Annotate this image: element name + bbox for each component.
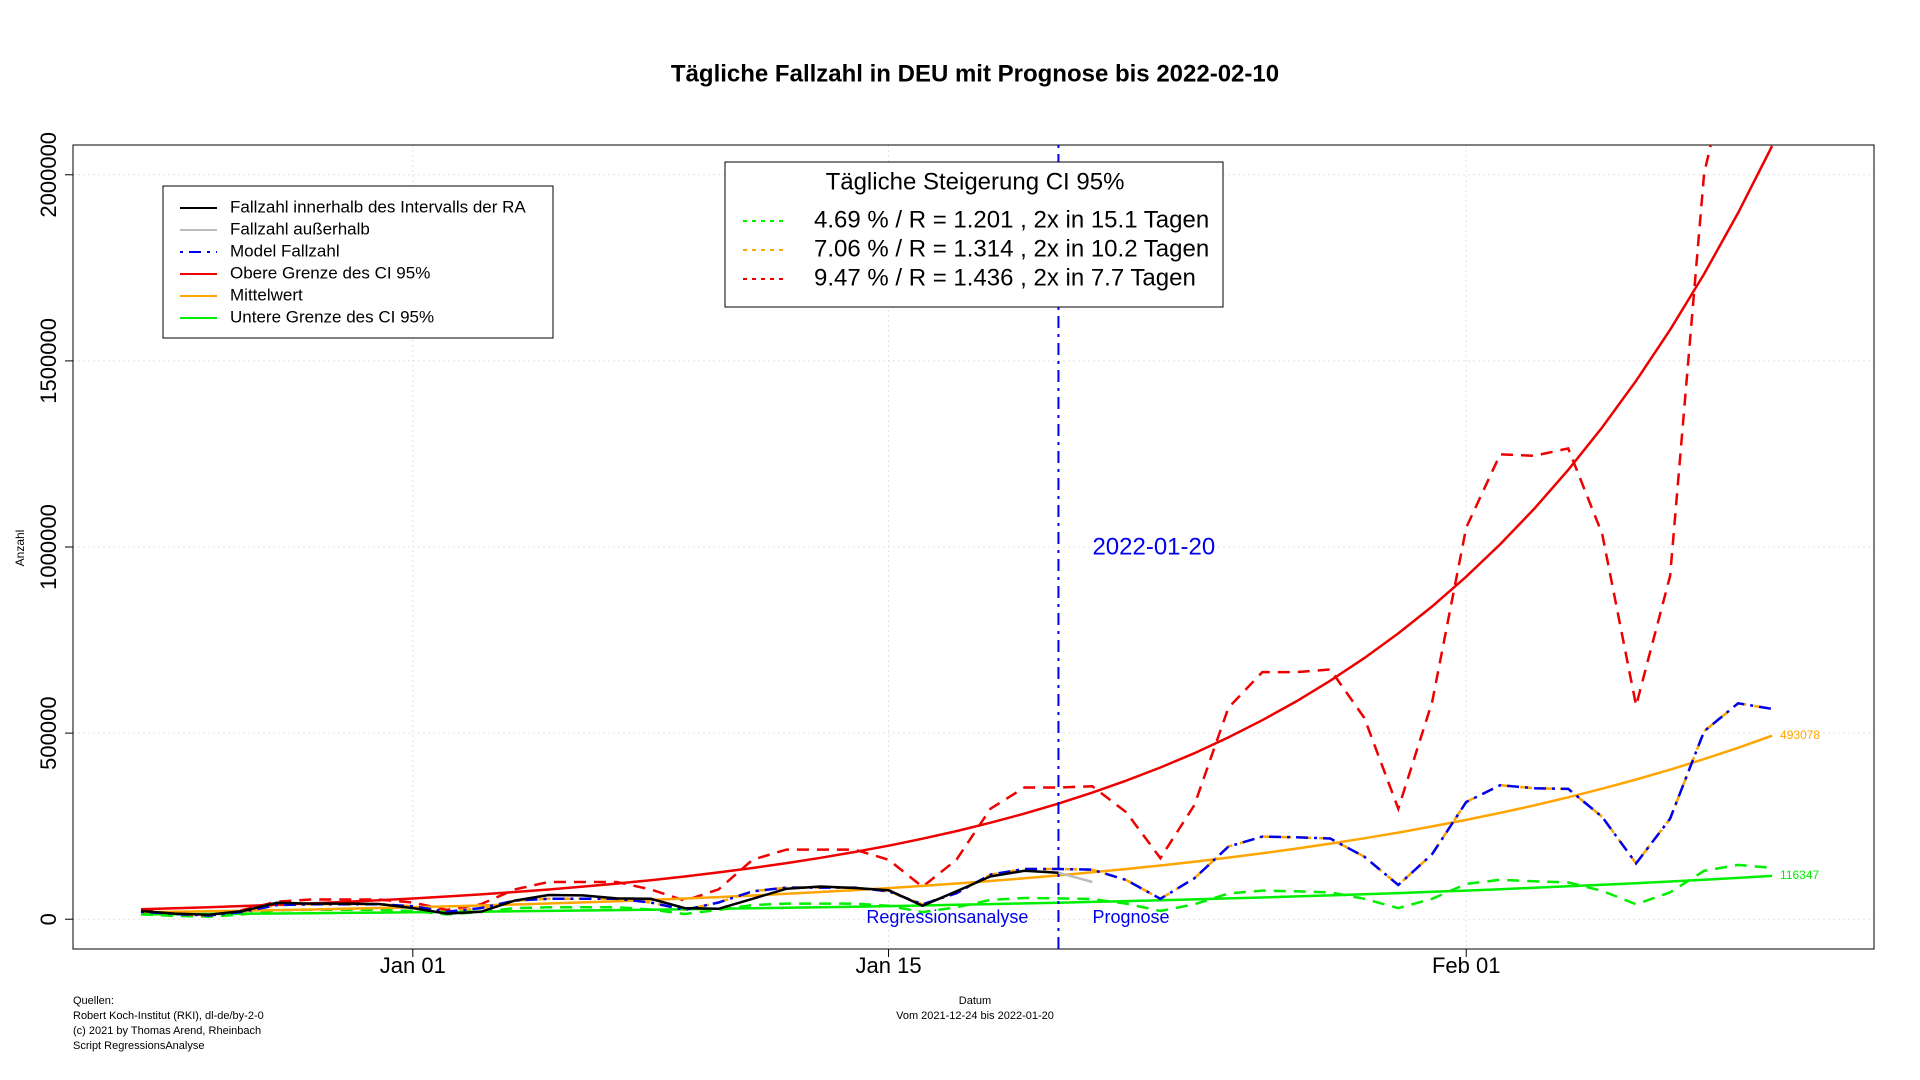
x-tick-label: Jan 01	[380, 953, 446, 978]
source-line: (c) 2021 by Thomas Arend, Rheinbach	[73, 1025, 261, 1037]
left-label: Regressionsanalyse	[866, 907, 1028, 927]
end-label: 116347	[1780, 868, 1819, 882]
y-tick-label: 2000000	[36, 132, 61, 218]
legend-label: 7.06 % / R = 1.314 , 2x in 10.2 Tagen	[814, 235, 1209, 262]
legend-title: Tägliche Steigerung CI 95%	[826, 168, 1125, 195]
series-line	[140, 701, 1773, 917]
right-label: Prognose	[1092, 907, 1169, 927]
y-tick-label: 500000	[36, 696, 61, 769]
plot-frame	[72, 144, 1875, 950]
chart-title: Tägliche Fallzahl in DEU mit Prognose bi…	[671, 60, 1279, 87]
plot-area	[140, 145, 1774, 918]
source-line: Quellen:	[73, 995, 114, 1007]
subtitle: Vom 2021-12-24 bis 2022-01-20	[896, 1010, 1054, 1022]
y-axis-label: Anzahl	[13, 530, 27, 567]
y-tick-label: 1500000	[36, 318, 61, 404]
series-line	[140, 145, 1712, 917]
legend-label: 4.69 % / R = 1.201 , 2x in 15.1 Tagen	[814, 206, 1209, 233]
legend-label: 9.47 % / R = 1.436 , 2x in 7.7 Tagen	[814, 264, 1196, 291]
legend-box	[724, 161, 1224, 308]
x-tick-label: Jan 15	[856, 953, 922, 978]
source-line: Robert Koch-Institut (RKI), dl-de/by-2-0	[73, 1010, 264, 1022]
x-tick-label: Feb 01	[1432, 953, 1501, 978]
series-line	[140, 145, 1774, 911]
end-label: 493078	[1780, 728, 1820, 742]
legend-label: Obere Grenze des CI 95%	[230, 263, 430, 282]
series-line	[140, 734, 1773, 914]
legend-label: Mittelwert	[230, 285, 303, 304]
series-line	[140, 869, 1059, 917]
forecast-date: 2022-01-20	[1092, 533, 1215, 560]
legend-label: Model Fallzahl	[230, 241, 340, 260]
series-line	[1058, 871, 1093, 884]
x-axis-label: Datum	[959, 995, 991, 1007]
legend-label: Fallzahl außerhalb	[230, 219, 370, 238]
series-line	[140, 874, 1773, 916]
legend-label: Untere Grenze des CI 95%	[230, 307, 434, 326]
source-line: Script RegressionsAnalyse	[73, 1040, 204, 1052]
y-tick-label: 1000000	[36, 504, 61, 590]
y-tick-label: 0	[36, 913, 61, 925]
legend-box	[162, 185, 554, 339]
legend-label: Fallzahl innerhalb des Intervalls der RA	[230, 197, 526, 216]
